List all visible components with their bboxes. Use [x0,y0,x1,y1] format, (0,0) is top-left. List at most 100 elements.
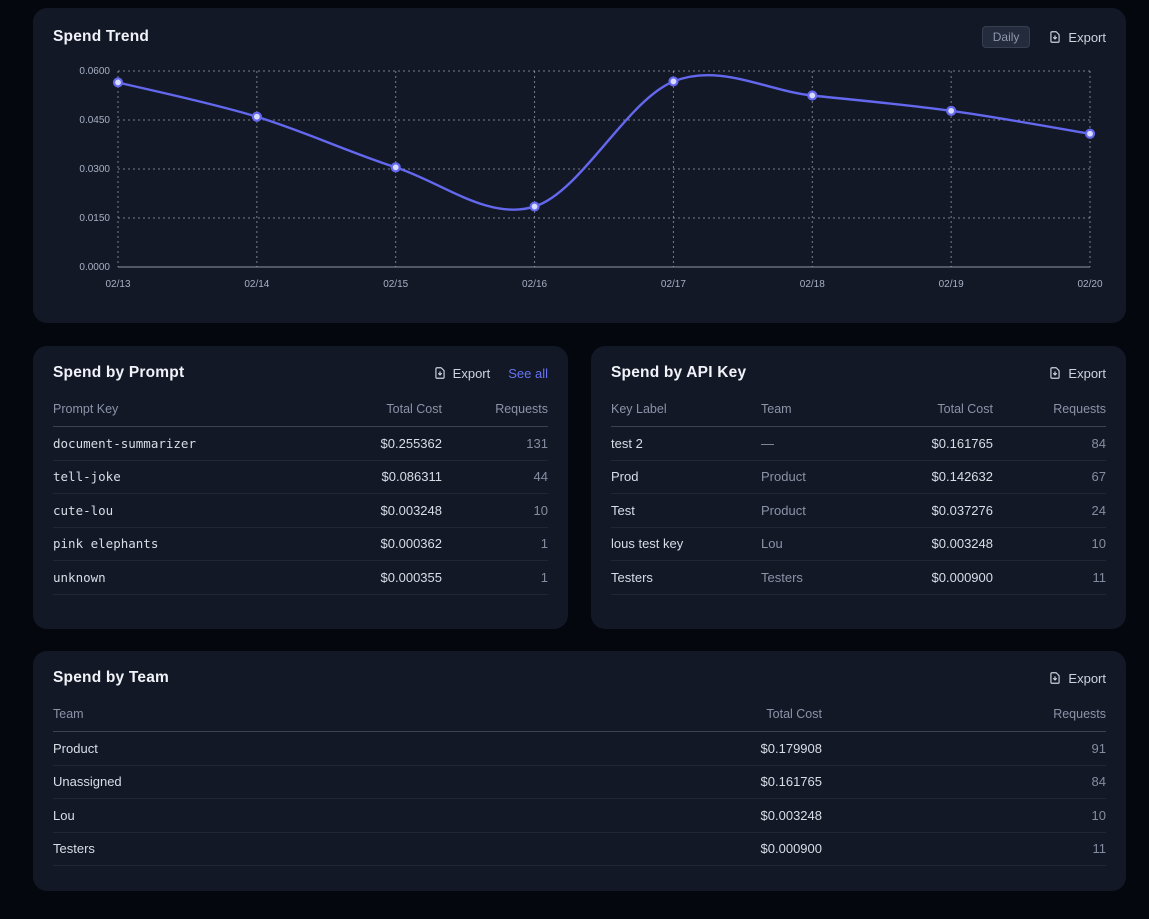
y-axis-tick-label: 0.0600 [79,66,110,77]
export-button[interactable]: Export [433,365,491,381]
table-row: lous test key Lou $0.003248 10 [611,528,1106,561]
requests: 44 [533,469,548,485]
export-icon [1048,366,1062,380]
y-axis-tick-label: 0.0450 [79,115,110,126]
table-row: test 2 — $0.161765 84 [611,427,1106,461]
table-row: Testers Testers $0.000900 11 [611,561,1106,595]
spend-trend-panel: Spend Trend Daily Export 0.0000 0.0150 0.0… [33,8,1126,323]
spend-trend-header: Spend Trend Daily Export [53,26,1106,48]
export-icon [1048,30,1062,44]
export-label: Export [1068,29,1106,45]
total-cost: $0.003248 [380,502,442,518]
spend-trend-controls: Daily Export [981,26,1106,48]
export-button[interactable]: Export [1048,671,1106,686]
spend-by-api-key-header: Spend by API Key Export [611,364,1106,382]
total-cost-header: Total Cost [766,707,822,721]
requests: 91 [1091,740,1106,756]
data-point[interactable] [1084,128,1096,139]
x-axis-tick-label: 02/15 [383,279,408,290]
panel-title: Spend by API Key [611,364,747,381]
requests: 11 [1092,841,1107,857]
total-cost: $0.037276 [931,502,993,518]
x-axis-tick-label: 02/13 [105,279,130,290]
data-point[interactable] [251,111,262,122]
middle-row: Spend by Prompt Export See all Prompt Ke… [33,346,1126,629]
requests: 10 [1091,807,1106,823]
spend-by-team-panel: Spend by Team Export Team Total Cost Reque… [33,651,1126,891]
total-cost: $0.000355 [380,569,442,585]
team: Product [761,502,806,518]
prompt-key-header: Prompt Key [53,402,119,416]
y-axis-tick-label: 0.0150 [79,213,110,224]
requests-header: Requests [495,402,548,416]
data-point[interactable] [390,162,401,173]
team: Lou [761,536,783,552]
key-label-header: Key Label [611,402,667,416]
spend-by-team-controls: Export [1048,671,1106,686]
prompt-key: pink elephants [53,536,159,552]
table-row: Unassigned $0.161765 84 [53,766,1106,799]
total-cost: $0.000362 [380,536,442,552]
export-label: Export [1068,365,1106,381]
team: Product [53,740,98,756]
table-row: Test Product $0.037276 24 [611,494,1106,528]
prompt-key: document-summarizer [53,435,196,451]
total-cost-header: Total Cost [386,402,442,416]
export-button[interactable]: Export [1048,30,1106,45]
spend-trend-chart[interactable]: 0.0000 0.0150 0.0300 0.0450 0.0600 02/13 02/14… [53,60,1106,298]
spend-by-prompt-panel: Spend by Prompt Export See all Prompt Ke… [33,346,568,629]
spend-by-prompt-header: Spend by Prompt Export See all [53,364,548,382]
total-cost: $0.003248 [760,807,822,823]
spend-by-api-key-panel: Spend by API Key Export Key Label Team Tot… [591,346,1126,629]
table-row: document-summarizer $0.255362 131 [53,427,548,461]
key-label: lous test key [611,536,684,552]
requests-header: Requests [1053,402,1106,416]
team: — [761,435,774,451]
requests: 24 [1091,502,1106,518]
table-row: Product $0.179908 91 [53,732,1106,766]
table-row: unknown $0.000355 1 [53,561,548,595]
total-cost: $0.003248 [931,536,993,552]
table-header-row: Prompt Key Total Cost Requests [53,396,548,427]
requests: 84 [1091,435,1106,451]
total-cost: $0.161765 [931,435,993,451]
table-row: pink elephants $0.000362 1 [53,528,548,561]
team: Testers [761,569,803,585]
y-axis-tick-label: 0.0000 [79,262,110,273]
total-cost: $0.161765 [760,774,822,790]
period-daily-badge[interactable]: Daily [981,26,1031,48]
export-label: Export [1068,670,1106,686]
export-button[interactable]: Export [1048,366,1106,381]
data-point[interactable] [668,76,679,87]
table-row: Testers $0.000900 11 [53,833,1107,866]
requests: 1 [540,569,548,585]
y-axis-tick-label: 0.0300 [79,164,110,175]
spend-by-api-key-controls: Export [1048,366,1106,381]
team: Product [761,469,806,485]
spend-by-team-header: Spend by Team Export [53,669,1106,687]
requests-header: Requests [1053,707,1106,721]
table-row: tell-joke $0.086311 44 [53,461,548,494]
spend-by-prompt-table: Prompt Key Total Cost Requests document-sum… [53,396,548,595]
table-row: Lou $0.003248 10 [53,799,1106,833]
panel-title: Spend by Prompt [53,364,185,381]
data-point[interactable] [807,90,818,101]
data-point[interactable] [946,105,957,116]
data-point[interactable] [529,201,540,212]
data-point[interactable] [112,77,124,88]
total-cost: $0.255362 [380,435,442,451]
spend-by-team-table: Team Total Cost Requests Product $0.179908 91… [53,701,1106,866]
requests: 11 [1092,569,1107,585]
chart-area: 0.0000 0.0150 0.0300 0.0450 0.0600 02/13 02/14… [53,60,1106,303]
team: Unassigned [53,774,122,790]
export-icon [433,366,447,380]
key-label: Prod [611,469,639,485]
export-label: Export [452,365,491,381]
spend-by-prompt-controls: Export See all [433,366,548,381]
prompt-key: cute-lou [53,502,114,518]
requests: 1 [540,536,548,552]
see-all-link[interactable]: See all [508,365,548,381]
total-cost: $0.086311 [381,469,443,485]
trend-line [116,73,1092,211]
total-cost: $0.142632 [931,469,993,485]
